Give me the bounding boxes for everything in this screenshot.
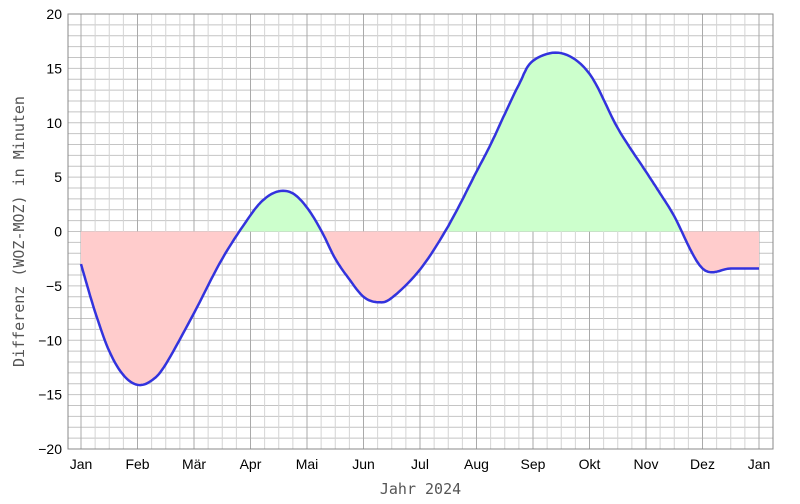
- y-tick-label: −20: [38, 441, 62, 457]
- area-fills: [81, 52, 759, 386]
- x-tick-label: Mär: [182, 456, 206, 472]
- y-axis-title: Differenz (WOZ-MOZ) in Minuten: [10, 96, 28, 367]
- x-axis-title: Jahr 2024: [380, 480, 461, 498]
- x-tick-label: Aug: [464, 456, 489, 472]
- y-tick-label: −15: [38, 387, 62, 403]
- x-tick-label: Okt: [579, 456, 601, 472]
- y-tick-label: −5: [46, 278, 62, 294]
- y-tick-labels: 20 15 10 5 0 −5 −10 −15 −20: [38, 6, 62, 457]
- x-tick-label: Mai: [296, 456, 319, 472]
- x-tick-labels: Jan Feb Mär Apr Mai Jun Jul Aug Sep Okt Nov Dez Jan: [70, 456, 771, 472]
- x-tick-label: Nov: [634, 456, 659, 472]
- x-tick-label: Jan: [70, 456, 93, 472]
- y-tick-label: −10: [38, 332, 62, 348]
- x-tick-label: Dez: [690, 456, 715, 472]
- series-line: [79, 51, 759, 387]
- y-tick-label: 20: [46, 6, 62, 22]
- x-tick-label: Sep: [521, 456, 546, 472]
- y-tick-label: 15: [46, 60, 62, 76]
- plot-frame: [67, 13, 774, 450]
- x-tick-label: Apr: [240, 456, 262, 472]
- x-tick-label: Feb: [125, 456, 149, 472]
- series-layer: [79, 51, 759, 387]
- y-tick-label: 0: [54, 224, 62, 240]
- x-tick-label: Jul: [411, 456, 429, 472]
- y-tick-label: 10: [46, 115, 62, 131]
- x-tick-label: Jan: [748, 456, 771, 472]
- y-tick-label: 5: [54, 169, 62, 185]
- negative-area: [81, 231, 759, 386]
- x-tick-label: Jun: [352, 456, 375, 472]
- positive-area: [81, 52, 759, 232]
